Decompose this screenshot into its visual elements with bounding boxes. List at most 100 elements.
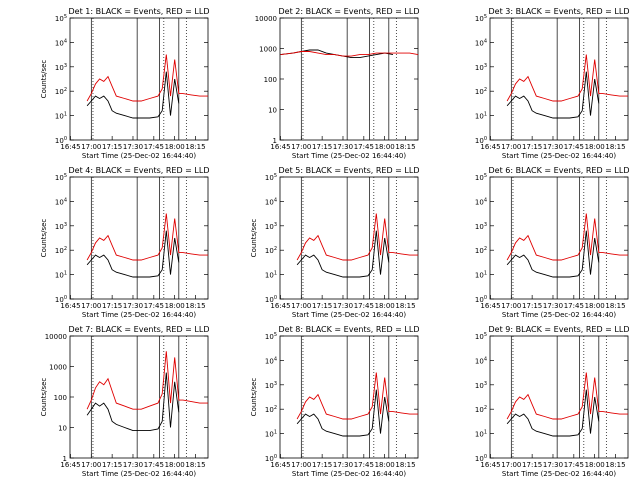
y-tick-exponent: 0 [274, 295, 277, 301]
x-tick-label: 17:45 [144, 143, 164, 151]
y-tick-label: 1 [273, 137, 277, 145]
y-tick-exponent: 1 [274, 271, 277, 277]
x-tick-label: 16:45 [480, 302, 500, 310]
series-events-line [506, 230, 600, 278]
y-tick-label: 1 [63, 455, 67, 463]
series-lld-line [86, 213, 208, 261]
panel-det-5: Det 5: BLACK = Events, RED = LLD10010110… [250, 166, 419, 319]
y-tick-exponent: 5 [64, 14, 67, 20]
x-tick-label: 17:45 [564, 302, 584, 310]
y-tick-exponent: 0 [64, 136, 67, 142]
panel-title: Det 5: BLACK = Events, RED = LLD [279, 166, 420, 175]
x-tick-label: 17:00 [291, 302, 311, 310]
panel-det-3: Det 3: BLACK = Events, RED = LLD10010110… [475, 7, 630, 160]
series-lld-line [506, 372, 628, 420]
plot-frame [489, 176, 629, 300]
y-tick-label: 105 [55, 173, 67, 182]
y-tick-exponent: 4 [64, 197, 67, 203]
series-lld-line [506, 54, 628, 102]
x-tick-label: 17:45 [144, 461, 164, 469]
y-tick-label: 101 [475, 430, 487, 439]
x-tick-label: 18:00 [375, 461, 395, 469]
x-tick-label: 17:30 [543, 461, 563, 469]
y-tick-label: 104 [265, 197, 277, 206]
x-tick-label: 18:15 [605, 302, 625, 310]
y-tick-label: 104 [475, 38, 487, 47]
x-tick-label: 18:15 [605, 461, 625, 469]
y-tick-exponent: 4 [484, 38, 487, 44]
y-tick-exponent: 0 [64, 295, 67, 301]
x-axis-label: Start Time (25-Dec-02 16:44:40) [502, 311, 616, 319]
y-tick-exponent: 2 [484, 246, 487, 252]
series-lld-line [86, 351, 208, 410]
panel-det-8: Det 8: BLACK = Events, RED = LLD10010110… [250, 325, 419, 478]
y-tick-label: 1000 [259, 46, 277, 54]
y-tick-label: 102 [475, 246, 487, 255]
y-tick-label: 100 [55, 295, 67, 304]
x-tick-label: 18:00 [375, 143, 395, 151]
panel-det-9: Det 9: BLACK = Events, RED = LLD10010110… [475, 325, 630, 478]
x-tick-label: 17:00 [81, 302, 101, 310]
y-tick-exponent: 0 [484, 454, 487, 460]
y-tick-exponent: 5 [484, 173, 487, 179]
x-tick-label: 17:15 [102, 143, 122, 151]
y-axis-label: Counts/sec [250, 219, 258, 258]
x-tick-label: 16:45 [480, 461, 500, 469]
y-tick-label: 102 [265, 405, 277, 414]
panel-det-7: Det 7: BLACK = Events, RED = LLD 1 10 100 10… [40, 325, 209, 478]
x-tick-label: 18:15 [395, 302, 415, 310]
y-tick-exponent: 3 [64, 63, 67, 69]
y-axis-label: Counts/sec [40, 219, 48, 258]
series-events-line [296, 389, 390, 437]
y-tick-label: 105 [265, 173, 277, 182]
y-tick-exponent: 3 [484, 63, 487, 69]
y-tick-label: 100 [475, 295, 487, 304]
y-tick-exponent: 2 [274, 246, 277, 252]
x-tick-label: 17:45 [564, 461, 584, 469]
y-tick-exponent: 1 [64, 112, 67, 118]
y-tick-exponent: 0 [274, 454, 277, 460]
x-tick-label: 18:15 [185, 143, 205, 151]
x-axis-label: Start Time (25-Dec-02 16:44:40) [292, 311, 406, 319]
series-lld-line [296, 213, 418, 261]
y-tick-label: 10 [58, 425, 67, 433]
x-tick-label: 16:45 [60, 302, 80, 310]
y-tick-exponent: 4 [274, 197, 277, 203]
y-tick-label: 103 [475, 381, 487, 390]
y-tick-exponent: 2 [484, 87, 487, 93]
y-tick-label: 103 [475, 63, 487, 72]
y-tick-exponent: 2 [484, 405, 487, 411]
x-tick-label: 18:00 [585, 461, 605, 469]
y-tick-label: 10000 [255, 15, 277, 23]
y-tick-exponent: 3 [484, 381, 487, 387]
y-tick-exponent: 2 [64, 246, 67, 252]
y-axis-label: Counts/sec [40, 378, 48, 417]
x-axis-label: Start Time (25-Dec-02 16:44:40) [82, 152, 196, 160]
x-tick-label: 17:00 [501, 461, 521, 469]
y-tick-label: 103 [265, 222, 277, 231]
series-events-line [506, 389, 600, 437]
y-tick-label: 100 [54, 394, 67, 402]
y-tick-label: 101 [265, 430, 277, 439]
y-tick-label: 100 [265, 454, 277, 463]
x-tick-label: 16:45 [270, 302, 290, 310]
y-tick-label: 104 [55, 38, 67, 47]
plot-frame [489, 17, 629, 141]
y-tick-label: 105 [475, 14, 487, 23]
x-tick-label: 17:45 [564, 143, 584, 151]
x-axis-label: Start Time (25-Dec-02 16:44:40) [82, 470, 196, 478]
panel-det-2: Det 2: BLACK = Events, RED = LLD 1 10 100 10… [255, 7, 420, 160]
panel-title: Det 9: BLACK = Events, RED = LLD [489, 325, 630, 334]
plot-frame [279, 17, 419, 141]
y-tick-exponent: 2 [64, 87, 67, 93]
plot-frame [279, 176, 419, 300]
x-tick-label: 18:00 [375, 302, 395, 310]
plot-frame [489, 335, 629, 459]
y-tick-exponent: 0 [484, 295, 487, 301]
x-tick-label: 17:15 [522, 302, 542, 310]
y-tick-label: 104 [475, 197, 487, 206]
series-lld-line [506, 213, 628, 261]
x-axis-label: Start Time (25-Dec-02 16:44:40) [82, 311, 196, 319]
x-tick-label: 18:15 [185, 302, 205, 310]
